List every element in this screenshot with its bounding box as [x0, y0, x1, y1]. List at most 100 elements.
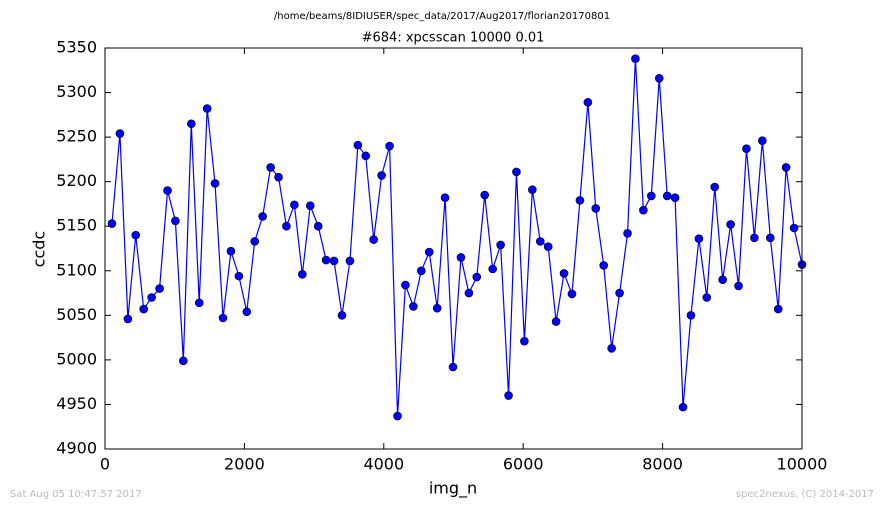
- data-point: [353, 140, 363, 150]
- data-point: [583, 98, 593, 107]
- y-tick-label: 4900: [56, 439, 97, 458]
- data-point: [591, 204, 601, 213]
- data-point: [266, 163, 275, 172]
- data-point: [607, 344, 616, 353]
- data-point: [298, 270, 307, 279]
- data-point: [623, 229, 632, 238]
- data-point: [345, 256, 355, 266]
- data-point: [670, 193, 680, 203]
- data-point: [210, 179, 220, 188]
- data-point: [765, 233, 775, 243]
- x-tick-label: 8000: [642, 455, 683, 474]
- data-point: [440, 193, 450, 203]
- data-point: [789, 223, 799, 233]
- data-point: [718, 275, 727, 284]
- data-point: [377, 171, 386, 180]
- data-point: [710, 182, 720, 192]
- data-point: [726, 220, 735, 229]
- data-point: [139, 304, 148, 314]
- data-point: [179, 356, 188, 366]
- data-point: [742, 144, 751, 153]
- x-axis-label: img_n: [429, 479, 477, 499]
- data-point: [599, 261, 609, 270]
- y-tick-label: 5350: [56, 38, 97, 57]
- data-point: [290, 200, 299, 210]
- data-point: [496, 240, 505, 250]
- data-point: [575, 196, 585, 205]
- data-point: [107, 219, 117, 228]
- x-tick-label: 6000: [503, 455, 544, 474]
- data-point: [543, 242, 553, 252]
- data-point: [758, 136, 767, 145]
- data-point: [385, 141, 394, 151]
- data-point: [694, 234, 704, 243]
- data-point: [654, 73, 664, 83]
- data-point: [480, 190, 490, 200]
- data-point: [567, 289, 577, 299]
- footnote-left: Sat Aug 05 10:47:57 2017: [10, 489, 142, 500]
- data-point: [631, 54, 640, 63]
- data-point: [448, 362, 458, 372]
- data-point: [424, 247, 434, 257]
- data-point: [123, 314, 133, 324]
- x-tick-label: 0: [100, 455, 110, 474]
- data-point: [321, 255, 331, 265]
- data-point: [401, 280, 410, 290]
- data-point: [369, 235, 378, 244]
- data-point: [115, 129, 125, 138]
- data-point: [639, 205, 648, 215]
- y-tick-label: 5150: [56, 216, 97, 235]
- y-tick-label: 5100: [56, 260, 97, 279]
- data-point: [551, 317, 561, 326]
- plot-frame: [104, 47, 803, 450]
- y-tick-label: 5250: [56, 127, 97, 146]
- y-axis-label: ccdc: [30, 231, 49, 268]
- data-point: [234, 271, 244, 281]
- data-point: [274, 172, 283, 182]
- data-point: [186, 119, 196, 129]
- data-point: [662, 191, 672, 201]
- data-point: [218, 313, 228, 323]
- x-tick-label: 2000: [224, 455, 265, 474]
- data-point: [194, 298, 204, 308]
- data-point: [242, 307, 252, 317]
- y-tick-label: 4950: [56, 394, 97, 413]
- data-point: [131, 230, 141, 240]
- data-point: [305, 201, 315, 211]
- data-point: [250, 237, 260, 246]
- data-point: [147, 293, 156, 302]
- data-point: [226, 246, 236, 256]
- data-point: [329, 256, 339, 266]
- data-point: [171, 216, 180, 226]
- y-tick-label: 5300: [56, 82, 97, 101]
- data-point: [472, 272, 482, 282]
- data-point: [686, 311, 696, 320]
- data-point: [750, 233, 759, 243]
- data-point: [337, 311, 347, 320]
- data-point: [456, 253, 466, 262]
- data-point: [488, 264, 497, 274]
- data-point: [409, 302, 418, 311]
- data-point: [559, 269, 569, 278]
- data-point: [393, 411, 402, 421]
- data-point: [258, 212, 267, 221]
- footnote-right: spec2nexus, (C) 2014-2017: [736, 489, 874, 500]
- y-tick-label: 5000: [56, 349, 97, 368]
- data-point: [504, 391, 513, 400]
- data-point: [781, 163, 791, 172]
- data-point: [520, 336, 529, 346]
- y-tick-label: 5050: [56, 305, 97, 324]
- data-point: [615, 288, 624, 298]
- chart-subtitle: #684: xpcsscan 10000 0.01: [362, 31, 545, 46]
- data-point: [678, 402, 688, 412]
- data-point: [155, 284, 164, 293]
- data-point: [432, 303, 442, 313]
- x-tick-label: 10000: [777, 455, 828, 474]
- chart-title: /home/beams/8IDIUSER/spec_data/2017/Aug2…: [274, 11, 610, 22]
- data-point: [773, 304, 783, 314]
- data-point: [528, 185, 537, 194]
- x-tick-label: 4000: [363, 455, 404, 474]
- data-point: [512, 167, 521, 177]
- data-point: [416, 266, 426, 276]
